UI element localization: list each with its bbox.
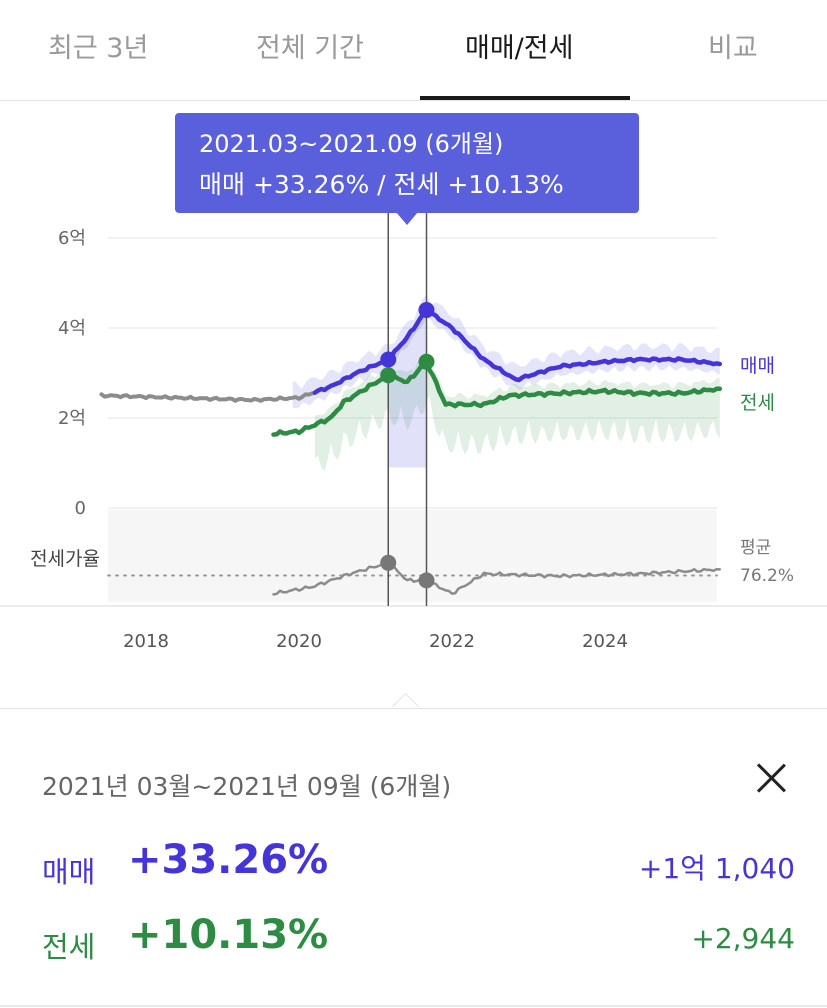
ratio-series-label: 전세가율 (30, 548, 100, 570)
jeonse-point-start (380, 367, 397, 384)
jeonse-row: 전세 +10.13% +2,944 (0, 912, 827, 972)
panel-range: 2021년 03월~2021년 09월 (6개월) (42, 772, 452, 801)
sale-series-label: 매매 (740, 355, 775, 377)
y-tick-label: 2억 (58, 408, 86, 429)
close-icon[interactable] (753, 759, 789, 795)
active-tab-indicator (420, 96, 630, 100)
jeonse-range-band (314, 351, 720, 472)
x-tick-label: 2020 (276, 631, 322, 652)
sale-line-pre (99, 388, 321, 403)
ratio-average-value: 76.2% (740, 566, 794, 586)
jeonse-pct: +10.13% (128, 912, 329, 958)
x-tick-label: 2022 (429, 631, 475, 652)
sale-pct: +33.26% (128, 837, 329, 883)
tooltip-summary: 매매 +33.26% / 전세 +10.13% (199, 170, 564, 199)
jeonse-line (271, 359, 723, 437)
panel-bottom-divider (0, 1005, 827, 1007)
x-tick-label: 2018 (123, 631, 169, 652)
tab-all-period[interactable]: 전체 기간 (256, 33, 364, 64)
detail-panel: 2021년 03월~2021년 09월 (6개월) 매매 +33.26% +1억… (0, 708, 827, 1008)
sale-row: 매매 +33.26% +1억 1,040 (0, 837, 827, 897)
sale-label: 매매 (42, 855, 96, 889)
ratio-area-bg (108, 510, 717, 602)
tab-sale-jeonse[interactable]: 매매/전세 (465, 33, 574, 64)
jeonse-label: 전세 (42, 930, 96, 964)
sale-point-start (380, 351, 397, 368)
jeonse-series-label: 전세 (740, 392, 775, 414)
jeonse-point-end (418, 353, 435, 370)
y-tick-label: 4억 (58, 318, 86, 339)
ratio-line (272, 561, 722, 596)
ratio-point-start (380, 554, 397, 571)
tooltip-arrow (396, 212, 418, 225)
chart-tooltip: 2021.03~2021.09 (6개월) 매매 +33.26% / 전세 +1… (175, 113, 639, 213)
ratio-point-end (418, 572, 435, 589)
tab-bar: 최근 3년 전체 기간 매매/전세 비교 (0, 0, 827, 101)
x-tick-label: 2024 (582, 631, 628, 652)
ratio-average-label: 평균 (740, 538, 771, 558)
y-tick-label: 6억 (58, 228, 86, 249)
tooltip-range: 2021.03~2021.09 (6개월) (199, 130, 504, 158)
tab-compare[interactable]: 비교 (708, 33, 758, 64)
sale-range-band (292, 295, 720, 408)
y-tick-label: 0 (75, 498, 86, 519)
sale-point-end (418, 302, 435, 318)
tab-recent-3-years[interactable]: 최근 3년 (48, 33, 149, 64)
sale-amount: +1억 1,040 (638, 852, 795, 885)
jeonse-amount: +2,944 (691, 922, 795, 955)
